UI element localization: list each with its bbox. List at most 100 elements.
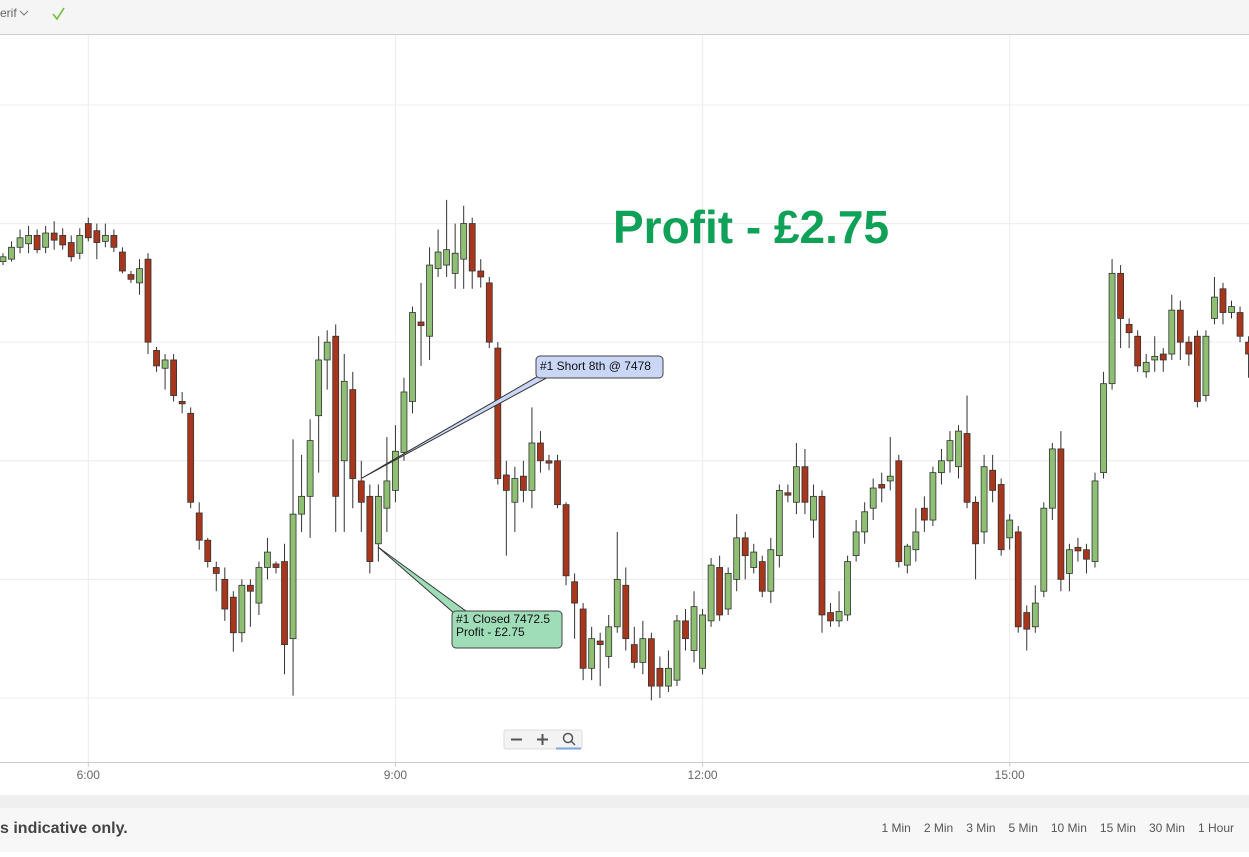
x-tick-label: 12:00 [688, 768, 718, 782]
candle-body [366, 495, 374, 562]
candle-body [264, 551, 271, 568]
candle-body [682, 620, 689, 640]
timeframe-button[interactable]: 15 Min [1100, 821, 1136, 835]
candle-body [50, 232, 58, 241]
candle-body [161, 359, 169, 369]
candle-body [8, 246, 15, 260]
candle-body [468, 223, 476, 272]
candle-body [955, 430, 962, 468]
candle-body [306, 440, 314, 497]
candle-body [989, 469, 997, 491]
zoom-reset[interactable] [556, 732, 581, 750]
candle-body [170, 359, 178, 396]
candle-body [946, 440, 954, 462]
candle-body [255, 567, 263, 604]
candle-body [528, 442, 536, 491]
candle-body [878, 484, 886, 489]
candle-body [827, 612, 834, 622]
candle-body [647, 638, 655, 687]
candle-body [852, 531, 860, 557]
candle-body [912, 531, 920, 551]
candle-body [392, 450, 399, 491]
candle-body [110, 235, 118, 248]
candle-body [810, 495, 817, 521]
candle-body [426, 264, 433, 337]
x-tick-label: 6:00 [77, 768, 101, 782]
timeframe-button[interactable]: 30 Min [1149, 821, 1185, 835]
candle-body [537, 442, 544, 462]
candle-body [477, 270, 485, 278]
callout-text: Profit - £2.75 [456, 625, 525, 639]
candle-body [750, 551, 758, 568]
chart-title: Profit - £2.75 [613, 201, 889, 253]
candle-body [1048, 448, 1056, 509]
callout-box [535, 355, 664, 379]
disclaimer: s indicative only. [0, 820, 128, 837]
timeframe-button[interactable]: 10 Min [1051, 821, 1087, 835]
candle-body [1031, 602, 1039, 628]
timeframe-button[interactable]: 5 Min [1009, 821, 1038, 835]
candle-body [204, 539, 212, 562]
timeframe-button[interactable]: 3 Min [966, 821, 995, 835]
candle-body [1211, 296, 1218, 319]
candle-body [1014, 531, 1022, 628]
candle-body [409, 312, 416, 402]
candle-body [349, 389, 357, 479]
candle-body [980, 466, 988, 533]
separator [0, 795, 1249, 808]
candle-body [1245, 341, 1249, 355]
candle-body [298, 495, 305, 515]
candle-body [818, 495, 826, 616]
candle-body [699, 614, 706, 669]
timeframe-button[interactable]: 1 Hour [1198, 821, 1234, 835]
candle-body [716, 567, 724, 616]
candle-body [153, 350, 160, 367]
confirm-check[interactable] [52, 7, 65, 21]
candle-body [340, 380, 348, 462]
candle-body [972, 501, 979, 545]
plot-area [0, 35, 1249, 762]
font-dropdown[interactable]: erif [0, 6, 17, 20]
footer [0, 808, 1249, 852]
x-axis-strip [0, 762, 1249, 795]
candle-body [59, 235, 67, 246]
candle-body [1108, 272, 1116, 385]
candle-body [741, 537, 749, 557]
timeframe-button[interactable]: 2 Min [924, 821, 953, 835]
candle-body [1074, 546, 1082, 552]
candle-body [127, 274, 135, 280]
candle-body [1151, 355, 1159, 361]
candle-body [895, 460, 903, 562]
candle-body [289, 513, 297, 640]
candle-body [613, 578, 621, 628]
candle-body [1219, 288, 1227, 313]
candle-body [357, 480, 365, 503]
candle-body [1100, 383, 1107, 474]
candle-body [502, 474, 510, 491]
candle-body [673, 620, 681, 681]
timeframe-button[interactable]: 1 Min [882, 821, 911, 835]
candle-body [460, 223, 468, 260]
callout-text: #1 Short 8th @ 7478 [540, 359, 651, 373]
candle-body [545, 460, 553, 464]
dropdown-chevron[interactable] [19, 10, 29, 16]
candle-body [861, 511, 869, 533]
candle-body [33, 235, 41, 251]
candle-body [323, 341, 331, 361]
candle-body [93, 230, 101, 243]
candle-body [1125, 323, 1133, 334]
candle-body [579, 608, 587, 669]
candle-body [920, 507, 928, 521]
candle-body [494, 347, 502, 479]
x-tick-label: 15:00 [995, 768, 1025, 782]
zoom-in[interactable] [537, 734, 548, 745]
candle-body [622, 584, 630, 640]
candle-body [886, 475, 894, 482]
candle-body [1159, 353, 1167, 361]
candle-body [1202, 335, 1210, 396]
candle-body [136, 268, 143, 284]
candle-body [434, 251, 442, 270]
candle-body [1117, 272, 1124, 319]
